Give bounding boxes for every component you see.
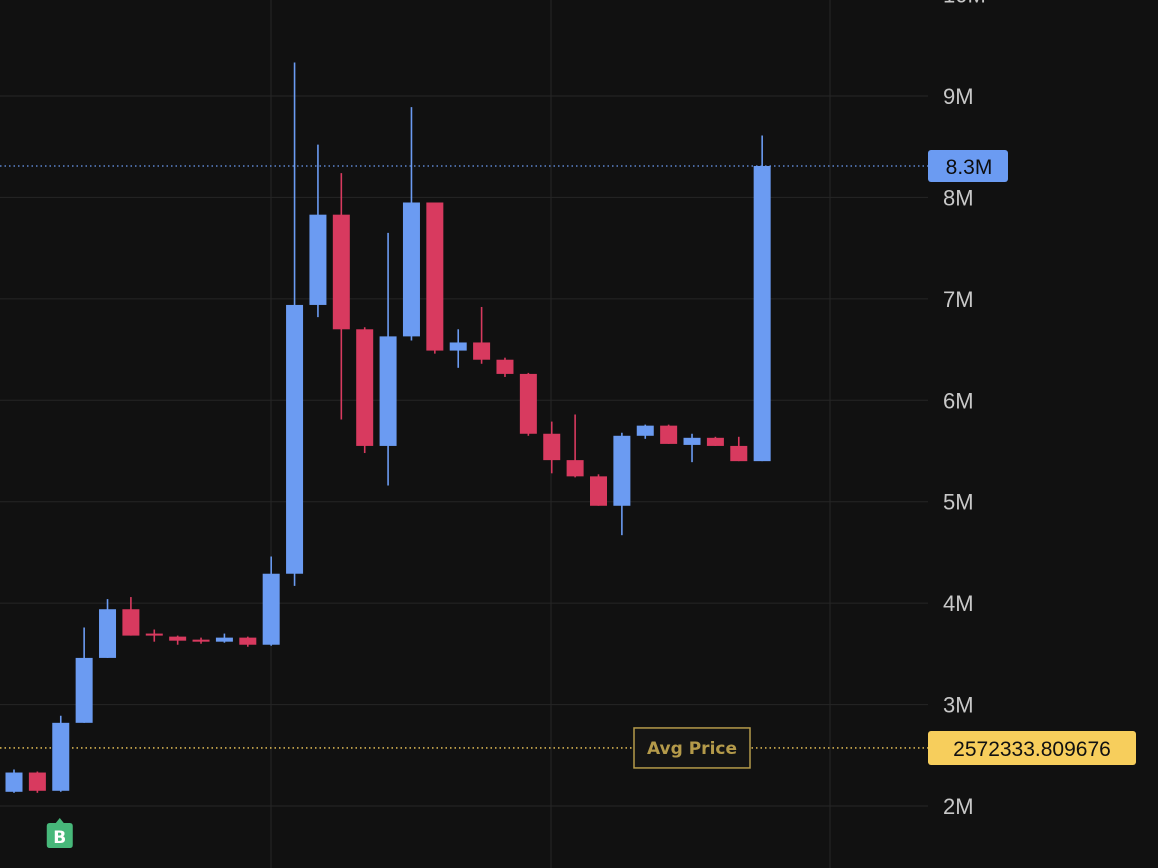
last-price-tag-bg	[928, 149, 1008, 182]
candle[interactable]	[660, 424, 678, 444]
candle[interactable]	[145, 629, 163, 642]
candle-body	[215, 637, 233, 642]
avg-price-label[interactable]: Avg Price	[633, 727, 751, 769]
y-tick-label: 10M	[943, 0, 986, 8]
candle[interactable]	[169, 635, 187, 645]
y-tick-label: 4M	[943, 591, 974, 616]
y-tick-label: 5M	[943, 490, 974, 515]
candle[interactable]	[706, 436, 724, 446]
grid-lines	[0, 0, 928, 868]
candle-body	[169, 636, 187, 641]
candle-body	[426, 202, 444, 351]
candle-body	[145, 633, 163, 636]
candle-body	[286, 304, 304, 574]
candle-body	[683, 437, 701, 445]
candle-body	[449, 342, 467, 351]
candles[interactable]	[5, 62, 771, 793]
candle[interactable]	[683, 433, 701, 463]
y-tick-label: 9M	[943, 84, 974, 109]
candle-body	[5, 772, 23, 792]
candle-body	[379, 336, 397, 446]
candle[interactable]	[356, 327, 374, 454]
candle-body	[636, 425, 654, 436]
avg-price-tag-text: 2572333.809676	[953, 738, 1111, 761]
candle-body	[332, 214, 350, 330]
candle-body	[753, 165, 771, 462]
overlays: Avg Price 2572333.809676 8.3M B	[46, 149, 1136, 848]
candle[interactable]	[636, 424, 654, 439]
price-axis[interactable]: 2M 3M 4M 5M 6M 7M 8M 9M 10M	[943, 0, 986, 819]
reference-lines	[0, 165, 928, 749]
candle-body	[706, 437, 724, 446]
candle-body	[660, 425, 678, 444]
y-tick-label: 3M	[943, 693, 974, 718]
candle[interactable]	[543, 421, 561, 474]
candle[interactable]	[449, 329, 467, 368]
candle-body	[239, 637, 257, 645]
buy-marker-label: B	[53, 828, 66, 848]
candle[interactable]	[519, 372, 537, 436]
candle[interactable]	[379, 232, 397, 486]
candle[interactable]	[75, 627, 93, 723]
candle-body	[309, 214, 327, 305]
candle[interactable]	[99, 599, 117, 658]
candle-body	[543, 433, 561, 461]
candle[interactable]	[52, 715, 70, 792]
candle-body	[192, 639, 210, 642]
candle[interactable]	[309, 144, 327, 318]
candle-body	[590, 476, 607, 506]
candle-body	[52, 722, 70, 791]
candle[interactable]	[28, 771, 46, 793]
candle-body	[262, 573, 280, 645]
candle-body	[613, 435, 631, 506]
avg-price-tag-bg	[928, 730, 1136, 765]
avg-price-box	[633, 727, 751, 769]
candle[interactable]	[215, 633, 233, 643]
candle-body	[473, 342, 491, 360]
y-tick-label: 7M	[943, 287, 974, 312]
candle[interactable]	[613, 432, 631, 536]
candle-body	[122, 609, 140, 636]
candle[interactable]	[496, 357, 514, 377]
buy-marker[interactable]: B	[46, 818, 73, 848]
candle[interactable]	[402, 107, 420, 341]
candle[interactable]	[730, 436, 748, 462]
last-price-tag: 8.3M	[928, 149, 1008, 182]
candle-body	[496, 359, 514, 374]
avg-price-tag: 2572333.809676	[928, 730, 1136, 765]
candle[interactable]	[286, 62, 304, 586]
candle-body	[356, 329, 374, 446]
candle[interactable]	[473, 306, 491, 364]
y-tick-label: 8M	[943, 185, 974, 210]
candle[interactable]	[426, 202, 444, 354]
candle-body	[566, 460, 584, 477]
candle-body	[99, 609, 117, 658]
last-price-tag-text: 8.3M	[946, 156, 993, 179]
candle[interactable]	[332, 173, 350, 420]
candle[interactable]	[239, 636, 257, 647]
candle[interactable]	[262, 556, 280, 646]
candle[interactable]	[192, 637, 210, 644]
candle[interactable]	[590, 474, 607, 506]
y-tick-label: 2M	[943, 794, 974, 819]
candle-body	[28, 772, 46, 791]
y-tick-label: 6M	[943, 388, 974, 413]
candle[interactable]	[566, 414, 584, 478]
candle-body	[75, 657, 93, 723]
buy-marker-icon	[46, 818, 73, 848]
candle-body	[402, 202, 420, 337]
candle[interactable]	[5, 769, 23, 793]
avg-price-title: Avg Price	[647, 739, 737, 759]
candle[interactable]	[122, 597, 140, 636]
candle-body	[730, 445, 748, 462]
candle-body	[519, 373, 537, 434]
candle[interactable]	[753, 135, 771, 462]
